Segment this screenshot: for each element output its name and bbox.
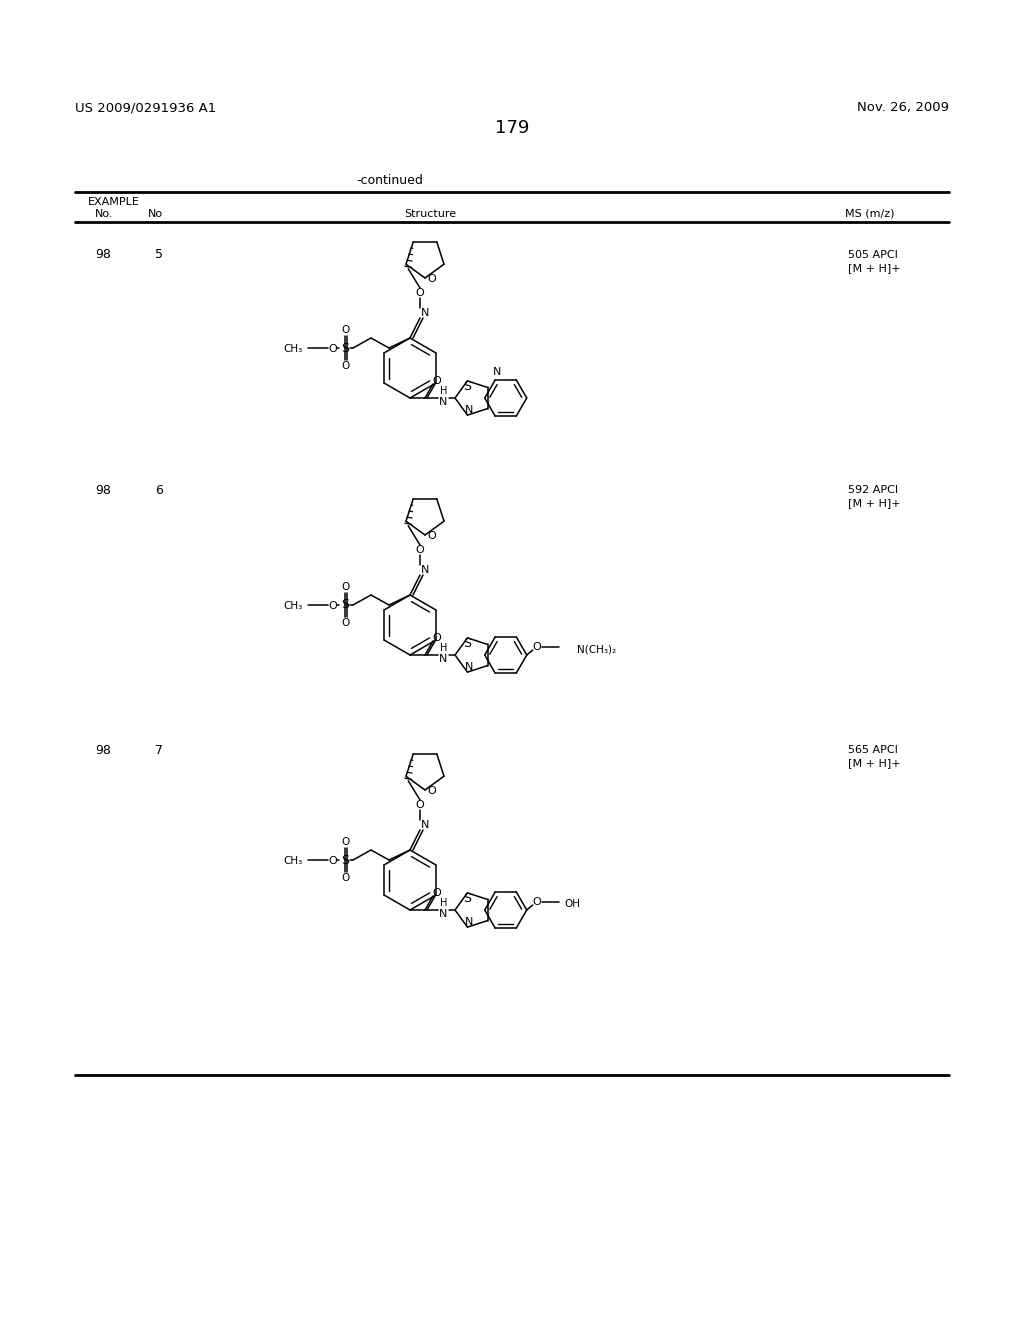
Text: N: N <box>439 397 447 407</box>
Text: N: N <box>421 308 429 318</box>
Text: 505 APCI: 505 APCI <box>848 249 898 260</box>
Text: N: N <box>465 663 474 672</box>
Text: N: N <box>421 820 429 830</box>
Text: O: O <box>342 873 350 883</box>
Text: O: O <box>432 634 441 643</box>
Text: 98: 98 <box>95 743 111 756</box>
Text: 592 APCI: 592 APCI <box>848 484 898 495</box>
Text: O: O <box>342 325 350 335</box>
Text: O: O <box>329 601 337 611</box>
Text: CH₃: CH₃ <box>284 601 303 611</box>
Text: CH₃: CH₃ <box>284 855 303 866</box>
Text: No: No <box>148 209 163 219</box>
Text: O: O <box>532 642 541 652</box>
Text: MS (m/z): MS (m/z) <box>845 209 895 219</box>
Text: O: O <box>416 288 424 298</box>
Text: -continued: -continued <box>356 173 424 186</box>
Text: [M + H]+: [M + H]+ <box>848 758 901 768</box>
Text: N: N <box>421 565 429 576</box>
Text: N: N <box>465 917 474 927</box>
Text: S: S <box>464 638 471 651</box>
Text: O: O <box>428 275 436 284</box>
Text: No.: No. <box>95 209 114 219</box>
Text: CH₃: CH₃ <box>284 345 303 354</box>
Text: [M + H]+: [M + H]+ <box>848 263 901 273</box>
Text: 98: 98 <box>95 248 111 261</box>
Text: H: H <box>440 898 447 908</box>
Text: OH: OH <box>565 899 581 909</box>
Text: S: S <box>341 854 349 866</box>
Text: O: O <box>416 545 424 554</box>
Text: 6: 6 <box>155 483 163 496</box>
Text: H: H <box>440 643 447 653</box>
Text: O: O <box>342 360 350 371</box>
Text: O: O <box>428 531 436 541</box>
Text: N: N <box>439 909 447 919</box>
Text: S: S <box>464 892 471 906</box>
Text: O: O <box>342 618 350 628</box>
Text: 5: 5 <box>155 248 163 261</box>
Text: [M + H]+: [M + H]+ <box>848 498 901 508</box>
Text: N: N <box>439 653 447 664</box>
Text: S: S <box>341 342 349 355</box>
Text: Structure: Structure <box>403 209 456 219</box>
Text: O: O <box>432 888 441 898</box>
Text: O: O <box>432 376 441 385</box>
Text: O: O <box>329 855 337 866</box>
Text: N: N <box>494 367 502 376</box>
Text: N(CH₃)₂: N(CH₃)₂ <box>577 644 615 653</box>
Text: Nov. 26, 2009: Nov. 26, 2009 <box>857 102 949 115</box>
Text: O: O <box>416 800 424 810</box>
Text: 565 APCI: 565 APCI <box>848 744 898 755</box>
Text: O: O <box>342 837 350 847</box>
Text: S: S <box>464 380 471 393</box>
Text: H: H <box>440 385 447 396</box>
Text: O: O <box>329 345 337 354</box>
Text: EXAMPLE: EXAMPLE <box>88 197 140 207</box>
Text: 7: 7 <box>155 743 163 756</box>
Text: S: S <box>341 598 349 611</box>
Text: 98: 98 <box>95 483 111 496</box>
Text: O: O <box>342 582 350 591</box>
Text: O: O <box>428 785 436 796</box>
Text: US 2009/0291936 A1: US 2009/0291936 A1 <box>75 102 216 115</box>
Text: N: N <box>465 405 474 414</box>
Text: O: O <box>532 898 541 907</box>
Text: 179: 179 <box>495 119 529 137</box>
